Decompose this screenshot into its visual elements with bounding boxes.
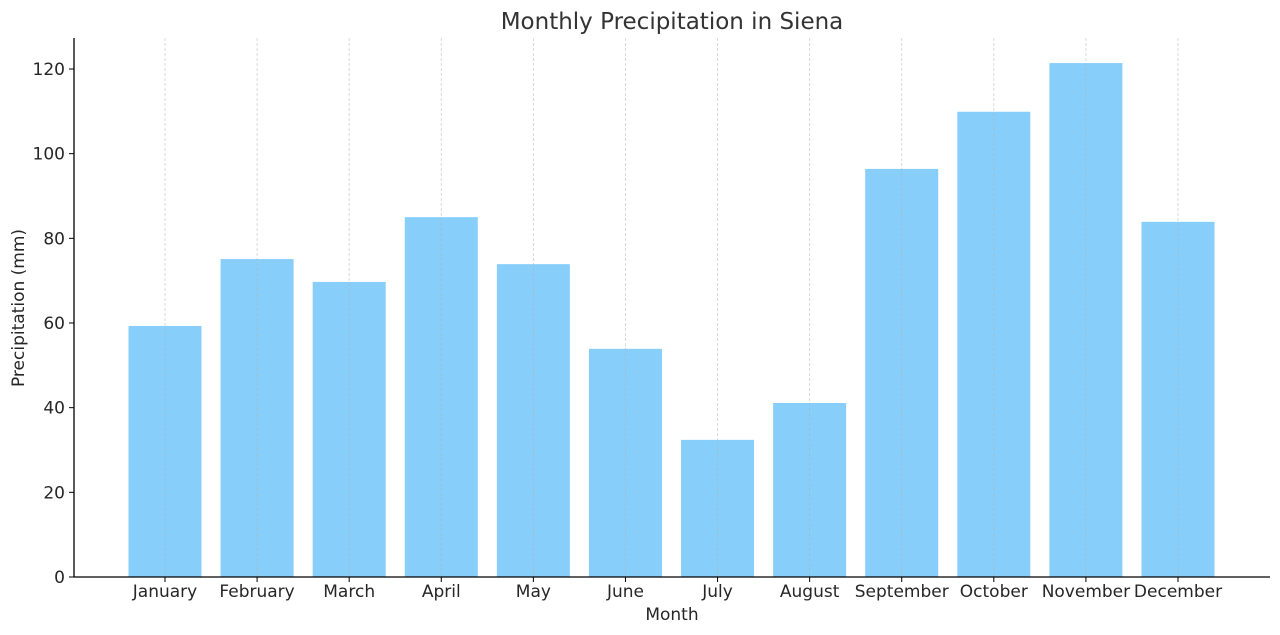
y-tick-label: 100 [33, 145, 65, 165]
x-tick-label: March [323, 582, 375, 602]
y-tick-label: 20 [43, 483, 65, 503]
y-ticks: 0 20 40 60 80 100 120 [33, 60, 74, 588]
y-tick-label: 120 [33, 60, 65, 80]
x-tick-label: November [1042, 582, 1130, 602]
x-tick-label: June [606, 582, 644, 602]
bar-april [404, 217, 478, 577]
x-tick-label: January [132, 582, 197, 602]
x-axis-label: Month [645, 605, 698, 625]
y-tick-label: 60 [43, 314, 65, 334]
y-tick-label: 80 [43, 229, 65, 249]
x-tick-label: April [422, 582, 461, 602]
y-tick-label: 40 [43, 399, 65, 419]
bars [128, 63, 1215, 578]
x-tick-label: October [960, 582, 1028, 602]
x-tick-label: August [780, 582, 840, 602]
x-ticks: January February March April May June July Augu… [132, 577, 1222, 602]
y-tick-label: 0 [54, 568, 65, 588]
y-axis-label: Precipitation (mm) [9, 229, 29, 387]
x-tick-label: July [701, 582, 733, 602]
x-tick-label: May [516, 582, 551, 602]
chart-title: Monthly Precipitation in Siena [501, 9, 844, 35]
x-tick-label: September [855, 582, 949, 602]
x-tick-label: February [219, 582, 294, 602]
x-tick-label: December [1134, 582, 1222, 602]
